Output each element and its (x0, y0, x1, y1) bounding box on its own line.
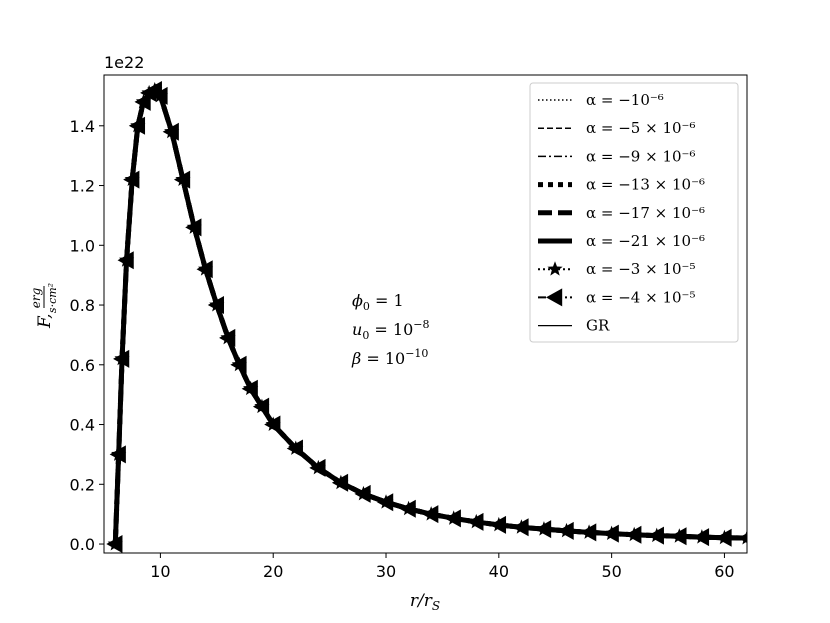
annotation-u0: u0 = 10−8 (352, 318, 429, 342)
legend-label: GR (586, 317, 610, 335)
y-tick-label: 0.6 (70, 356, 95, 375)
y-tick-label: 0.2 (70, 475, 95, 494)
annotation-beta: β = 10−10 (351, 347, 428, 368)
svg-text:s·cm²: s·cm² (46, 283, 59, 313)
legend-label: α = −10⁻⁶ (586, 91, 664, 109)
legend-label: α = −21 × 10⁻⁶ (586, 232, 705, 250)
annotation-phi0: ϕ0 = 1 (352, 291, 404, 313)
series-marker (219, 328, 236, 347)
y-tick-label: 1.4 (70, 117, 95, 136)
y-axis-label: F, erg s·cm² (29, 283, 59, 329)
y-axis-ticks: 0.0 0.2 0.4 0.6 0.8 1.0 1.2 1.4 (70, 117, 104, 554)
legend-marker (546, 288, 563, 307)
x-axis-ticks: 10 20 30 40 50 60 (150, 553, 735, 581)
series-marker (151, 86, 168, 105)
x-tick-label: 40 (489, 562, 509, 581)
legend: α = −10⁻⁶ α = −5 × 10⁻⁶ α = −9 × 10⁻⁶ α = −… (529, 82, 739, 343)
legend-label: α = −13 × 10⁻⁶ (586, 176, 705, 194)
legend-label: α = −3 × 10⁻⁵ (586, 260, 695, 278)
parameter-annotation: ϕ0 = 1 u0 = 10−8 β = 10−10 (351, 291, 429, 368)
x-tick-label: 30 (376, 562, 396, 581)
series-marker (117, 251, 134, 270)
y-tick-label: 0.0 (70, 535, 95, 554)
series-marker (109, 445, 126, 464)
series-marker (128, 116, 146, 135)
series-layer (106, 80, 747, 553)
y-tick-label: 0.4 (70, 416, 95, 435)
series-line (114, 89, 747, 545)
legend-box (529, 82, 739, 343)
series-marker (173, 170, 191, 189)
x-tick-label: 60 (714, 562, 734, 581)
x-tick-label: 50 (601, 562, 621, 581)
legend-label: α = −9 × 10⁻⁶ (586, 147, 695, 165)
legend-label: α = −17 × 10⁻⁶ (586, 204, 705, 222)
series-marker (113, 349, 130, 368)
y-tick-label: 1.2 (70, 177, 95, 196)
legend-marker (547, 261, 563, 276)
y-tick-label: 1.0 (70, 236, 95, 255)
y-offset-text: 1e22 (104, 53, 144, 72)
series-marker (123, 170, 140, 189)
legend-label: α = −4 × 10⁻⁵ (586, 288, 695, 306)
y-tick-label: 0.8 (70, 296, 95, 315)
series-marker (196, 260, 213, 279)
series-marker (162, 122, 179, 141)
series-marker (207, 296, 225, 315)
svg-text:F,: F, (35, 313, 55, 329)
legend-label: α = −5 × 10⁻⁶ (586, 119, 695, 137)
series-marker (286, 439, 303, 458)
x-tick-label: 10 (150, 562, 170, 581)
series-marker (230, 355, 247, 374)
series-marker (185, 218, 202, 237)
series-marker (264, 415, 281, 434)
svg-text:erg: erg (29, 287, 43, 308)
x-tick-label: 20 (263, 562, 283, 581)
plot-frame (103, 74, 748, 554)
series-marker (106, 535, 123, 553)
